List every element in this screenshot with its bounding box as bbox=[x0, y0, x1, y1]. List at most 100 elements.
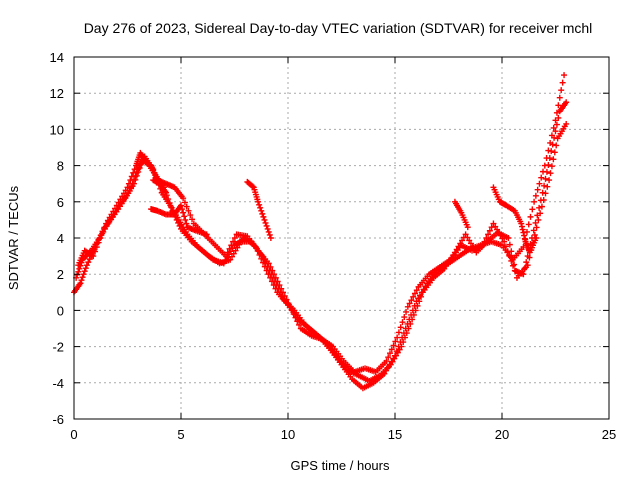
data-point bbox=[409, 316, 416, 323]
data-point bbox=[399, 319, 406, 326]
data-point bbox=[543, 168, 550, 175]
data-point bbox=[464, 224, 471, 231]
data-point bbox=[403, 330, 410, 337]
data-point bbox=[292, 314, 299, 321]
data-point bbox=[536, 204, 543, 211]
data-point bbox=[133, 172, 140, 179]
data-point bbox=[412, 307, 419, 314]
data-point bbox=[278, 285, 285, 292]
data-point bbox=[256, 201, 263, 208]
data-point bbox=[416, 298, 423, 305]
data-point bbox=[266, 231, 273, 238]
data-point bbox=[99, 230, 106, 237]
data-point bbox=[529, 206, 536, 213]
data-point bbox=[227, 256, 234, 263]
data-point bbox=[518, 220, 525, 227]
data-point bbox=[541, 182, 548, 189]
data-point bbox=[538, 203, 545, 210]
data-point bbox=[481, 238, 488, 245]
data-point bbox=[547, 170, 554, 177]
data-point bbox=[555, 102, 562, 109]
data-point bbox=[551, 149, 558, 156]
x-tick-label: 10 bbox=[281, 427, 295, 442]
data-point bbox=[92, 248, 99, 255]
data-point bbox=[397, 324, 404, 331]
data-point bbox=[407, 320, 414, 327]
data-point bbox=[259, 210, 266, 217]
data-point bbox=[413, 287, 420, 294]
data-point bbox=[132, 176, 139, 183]
data-point bbox=[261, 216, 268, 223]
data-point bbox=[406, 300, 413, 307]
data-point bbox=[539, 189, 546, 196]
data-point bbox=[394, 349, 401, 356]
y-axis-label: SDTVAR / TECUs bbox=[6, 185, 21, 290]
data-point bbox=[563, 99, 570, 106]
data-point bbox=[182, 216, 189, 223]
data-point bbox=[79, 274, 86, 281]
data-point bbox=[508, 257, 515, 264]
data-point bbox=[525, 221, 532, 228]
y-tick-labels: -6 -4 -2 0 2 4 6 8 10 12 14 bbox=[50, 50, 609, 427]
data-point bbox=[281, 292, 288, 299]
data-point bbox=[283, 296, 290, 303]
data-point bbox=[490, 220, 497, 227]
data-point bbox=[546, 177, 553, 184]
data-point bbox=[74, 271, 81, 278]
data-point bbox=[163, 189, 170, 196]
data-point bbox=[505, 235, 512, 241]
data-point bbox=[76, 265, 83, 272]
data-point bbox=[81, 268, 88, 275]
data-point bbox=[265, 228, 272, 235]
series-track-g bbox=[451, 198, 471, 231]
data-point bbox=[506, 241, 513, 248]
data-point bbox=[287, 303, 294, 310]
data-point bbox=[546, 155, 553, 162]
data-point bbox=[78, 277, 85, 284]
data-point bbox=[394, 334, 401, 341]
data-marks bbox=[71, 72, 570, 392]
data-point bbox=[82, 265, 89, 272]
data-point bbox=[222, 253, 229, 260]
data-point bbox=[105, 219, 112, 226]
data-point bbox=[521, 235, 528, 242]
x-tick-label: 5 bbox=[177, 427, 184, 442]
series-track-e bbox=[148, 202, 210, 238]
data-point bbox=[185, 207, 192, 214]
data-point bbox=[263, 222, 270, 229]
data-point bbox=[230, 250, 237, 257]
data-point bbox=[459, 237, 466, 244]
data-point bbox=[231, 235, 238, 241]
data-point bbox=[504, 248, 511, 255]
data-point bbox=[532, 192, 539, 199]
data-point bbox=[236, 241, 243, 248]
data-point bbox=[187, 212, 194, 219]
data-point bbox=[396, 346, 403, 353]
data-point bbox=[85, 259, 92, 266]
data-point bbox=[183, 203, 190, 210]
data-point bbox=[483, 235, 490, 241]
data-point bbox=[272, 274, 279, 281]
y-tick-label: 14 bbox=[50, 50, 64, 65]
y-tick-label: 4 bbox=[57, 231, 64, 246]
data-point bbox=[269, 267, 276, 274]
data-point bbox=[405, 325, 412, 332]
data-point bbox=[392, 338, 399, 345]
data-point bbox=[467, 240, 474, 247]
series-track-d bbox=[150, 177, 170, 196]
data-point bbox=[418, 293, 425, 300]
data-point bbox=[391, 355, 398, 362]
data-point bbox=[403, 308, 410, 315]
data-point bbox=[257, 204, 264, 211]
data-point bbox=[267, 263, 274, 270]
data-point bbox=[545, 161, 552, 168]
data-point bbox=[258, 207, 265, 214]
data-point bbox=[401, 334, 408, 341]
data-point bbox=[537, 197, 544, 204]
y-tick-label: 10 bbox=[50, 122, 64, 137]
data-point bbox=[563, 120, 570, 127]
data-point bbox=[180, 209, 187, 216]
series-track-a bbox=[71, 72, 568, 392]
data-point bbox=[520, 229, 527, 236]
data-point bbox=[553, 142, 560, 149]
